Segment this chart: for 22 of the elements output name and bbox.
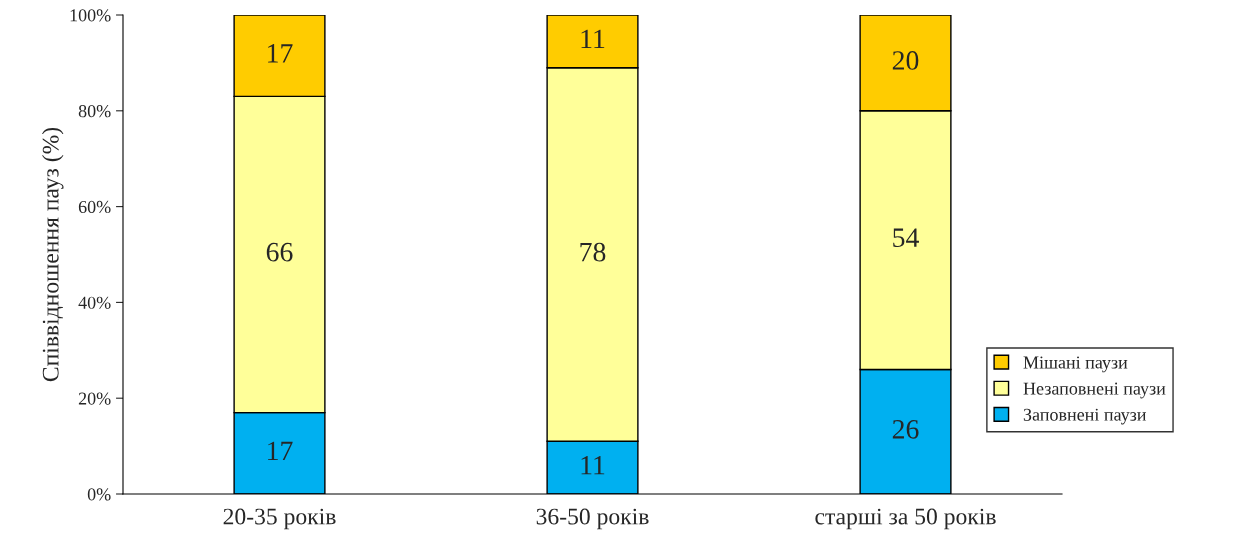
data-label: 54 — [893, 228, 919, 248]
y-tick-label: 40% — [78, 296, 111, 309]
data-label: 17 — [268, 441, 293, 460]
legend-label: Незаповнені паузи — [1023, 382, 1166, 399]
data-label: 11 — [581, 456, 605, 475]
x-tick-label: 36-50 років — [536, 508, 649, 530]
legend-label: Заповнені паузи — [1023, 408, 1147, 425]
data-label: 66 — [266, 242, 293, 262]
y-axis-title: Співвідношення пауз (%) — [42, 127, 64, 382]
data-label: 11 — [581, 29, 605, 49]
x-tick-label: старші за 50 років — [815, 508, 996, 530]
data-label: 26 — [892, 420, 919, 439]
y-tick-label: 0% — [87, 488, 111, 501]
y-tick-label: 20% — [78, 392, 111, 405]
y-tick-label: 80% — [78, 105, 111, 118]
x-tick-label: 20-35 років — [223, 508, 336, 530]
data-label: 78 — [580, 242, 606, 262]
y-tick-label: 100% — [70, 9, 111, 22]
legend-label: Мішані паузи — [1023, 356, 1128, 373]
data-label: 20 — [892, 51, 919, 70]
data-label: 17 — [268, 44, 293, 63]
y-tick-label: 60% — [78, 200, 111, 214]
